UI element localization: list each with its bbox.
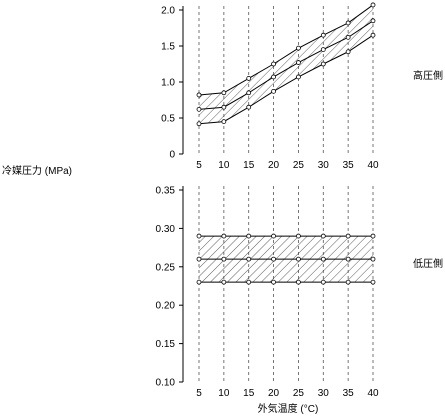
y-tick-label: 0.30: [156, 224, 176, 235]
y-tick-label: 0.5: [161, 114, 175, 125]
data-point: [271, 88, 276, 94]
x-tick-label: 30: [318, 160, 330, 171]
data-point: [271, 256, 276, 262]
data-point: [196, 92, 202, 98]
data-point: [370, 32, 376, 38]
data-point: [271, 61, 276, 67]
data-point: [370, 2, 376, 8]
x-tick-label: 20: [268, 388, 280, 399]
data-point: [221, 119, 227, 124]
data-point: [320, 47, 326, 52]
hatched-band: [199, 4, 373, 124]
data-point: [196, 256, 202, 262]
data-point: [296, 279, 301, 285]
x-tick-label: 10: [218, 160, 230, 171]
x-axis-label: 外気温度 (°C): [258, 402, 319, 415]
x-tick-label: 15: [243, 160, 255, 171]
data-point: [196, 106, 202, 112]
x-tick-label: 5: [196, 160, 202, 171]
data-point: [246, 256, 252, 262]
band-label: 低圧側: [413, 257, 443, 270]
data-point: [196, 121, 202, 127]
x-tick-label: 30: [318, 388, 330, 399]
data-point: [221, 90, 227, 96]
x-tick-label: 35: [343, 388, 355, 399]
data-point: [296, 256, 301, 262]
data-point: [320, 279, 326, 285]
x-tick-label: 25: [293, 160, 305, 171]
data-point: [196, 279, 202, 285]
data-point: [271, 233, 276, 239]
series-line: [198, 20, 374, 110]
data-point: [320, 256, 326, 262]
data-point: [370, 256, 376, 262]
data-point: [296, 45, 301, 51]
x-tick-label: 5: [196, 388, 202, 399]
data-point: [296, 74, 301, 80]
x-tick-label: 20: [268, 160, 280, 171]
data-point: [196, 233, 202, 239]
y-axis-label: 冷媒圧力 (MPa): [2, 164, 72, 177]
y-tick-label: 1.0: [161, 78, 175, 89]
data-point: [370, 18, 376, 24]
data-point: [221, 279, 227, 285]
data-point: [345, 49, 351, 55]
data-point: [345, 233, 351, 239]
y-tick-label: 0: [169, 150, 175, 161]
data-point: [370, 279, 376, 285]
x-tick-label: 10: [218, 388, 230, 399]
y-tick-label: 0.20: [156, 301, 176, 312]
low-pressure-panel: 0.10 0.15 0.20 0.25 0.30 0.35 5 10 15 20 25 30 35 40 低…: [156, 186, 443, 400]
data-point: [320, 61, 326, 67]
data-point: [345, 20, 351, 26]
data-point: [246, 76, 252, 81]
data-point: [345, 256, 351, 262]
data-point: [221, 233, 227, 239]
data-point: [271, 279, 276, 285]
data-point: [246, 279, 252, 285]
data-point: [246, 104, 252, 110]
y-tick-label: 0.10: [156, 378, 176, 389]
data-point: [296, 233, 301, 239]
series-line: [198, 4, 374, 96]
x-tick-label: 15: [243, 388, 255, 399]
data-point: [320, 233, 326, 239]
series-line: [198, 34, 374, 125]
y-tick-label: 2.0: [161, 6, 175, 17]
data-point: [345, 34, 351, 40]
y-tick-label: 0.15: [156, 339, 176, 350]
y-tick-label: 0.35: [156, 186, 176, 197]
data-point: [271, 74, 276, 80]
data-point: [246, 90, 252, 96]
x-tick-label: 35: [343, 160, 355, 171]
data-point: [296, 60, 301, 65]
data-point: [320, 32, 326, 38]
y-tick-label: 0.25: [156, 262, 176, 273]
data-point: [221, 104, 227, 110]
x-tick-label: 40: [367, 160, 379, 171]
data-point: [246, 233, 252, 239]
data-point: [345, 279, 351, 285]
high-pressure-panel: 0 0.5 1.0 1.5 2.0 5 10 15 20 25 30 35 40 高圧側: [161, 2, 443, 171]
x-tick-label: 25: [293, 388, 305, 399]
band-label: 高圧側: [413, 69, 443, 82]
data-point: [370, 233, 376, 239]
x-tick-label: 40: [367, 388, 379, 399]
y-tick-label: 1.5: [161, 42, 175, 53]
data-point: [221, 256, 227, 262]
